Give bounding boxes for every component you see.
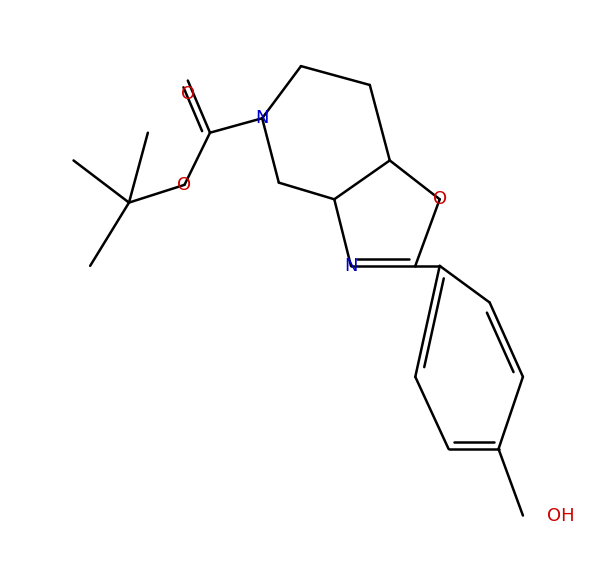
Text: O: O bbox=[181, 85, 195, 103]
Text: O: O bbox=[178, 176, 191, 194]
Text: N: N bbox=[344, 257, 358, 275]
Text: OH: OH bbox=[547, 507, 575, 524]
Text: O: O bbox=[433, 190, 447, 208]
Text: N: N bbox=[255, 109, 269, 127]
